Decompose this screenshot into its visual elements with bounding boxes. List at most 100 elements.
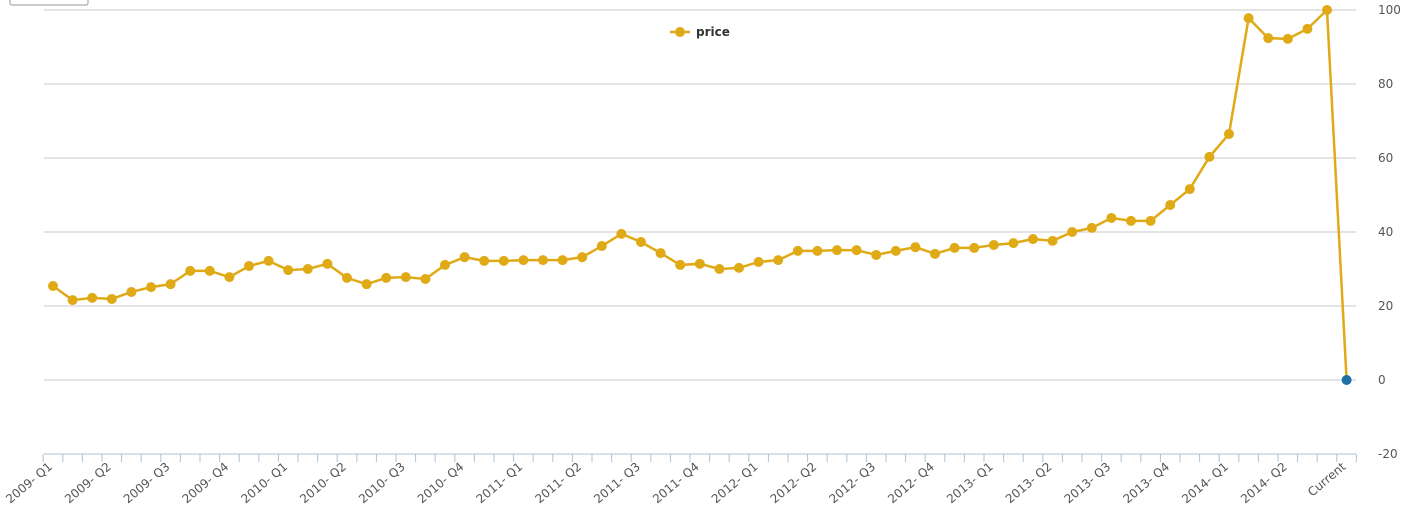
x-tick-label: 2012- Q3	[826, 460, 878, 507]
y-tick-label: 100	[1378, 3, 1401, 17]
point	[126, 286, 137, 297]
point	[106, 293, 117, 304]
point	[636, 236, 646, 247]
x-tick-label: 2011- Q2	[532, 460, 584, 507]
point	[1145, 215, 1156, 226]
point	[930, 248, 940, 259]
point	[851, 245, 862, 256]
point	[498, 255, 509, 266]
x-tick-label: 2009- Q2	[62, 460, 114, 507]
point	[48, 281, 58, 292]
point	[557, 255, 568, 266]
point	[1047, 235, 1058, 246]
point	[753, 256, 764, 267]
point	[1302, 23, 1313, 34]
point	[263, 255, 274, 266]
point	[773, 255, 784, 266]
y-tick-label: -20	[1378, 447, 1398, 461]
point	[1224, 128, 1234, 139]
point	[420, 273, 431, 284]
x-tick-label: 2011- Q1	[474, 460, 526, 507]
point	[596, 241, 607, 252]
point	[1204, 151, 1215, 162]
point	[244, 261, 254, 272]
point	[1008, 238, 1019, 249]
y-tick-label: 80	[1378, 77, 1393, 91]
x-tick-label: 2012- Q1	[709, 460, 761, 507]
x-tick-label: 2011- Q4	[650, 460, 702, 507]
x-tick-label: 2009- Q1	[3, 460, 55, 507]
point	[479, 255, 490, 266]
x-tick-label: 2013- Q2	[1003, 460, 1055, 507]
point	[577, 252, 588, 263]
point	[1106, 212, 1117, 223]
point	[675, 259, 686, 270]
x-tick-label: 2014- Q1	[1179, 460, 1231, 507]
legend-label: price	[696, 25, 730, 39]
x-tick-label: 2011- Q3	[591, 460, 643, 507]
point	[714, 264, 725, 274]
x-tick-label: 2010- Q4	[415, 460, 467, 507]
x-tick-label: 2009- Q4	[180, 460, 232, 507]
point	[1126, 215, 1136, 226]
x-tick-label: 2012- Q2	[768, 460, 820, 507]
point	[146, 282, 156, 293]
point	[224, 272, 235, 283]
x-tick-label: 2010- Q3	[356, 460, 408, 507]
point	[1263, 33, 1274, 44]
point	[518, 255, 529, 266]
point	[67, 295, 78, 306]
point	[87, 292, 98, 303]
point	[910, 242, 921, 253]
point	[1028, 234, 1038, 245]
y-tick-label: 60	[1378, 151, 1393, 165]
point	[1243, 13, 1254, 24]
point	[988, 239, 999, 250]
point	[1067, 227, 1078, 237]
point	[871, 249, 882, 260]
point	[283, 265, 294, 276]
point	[185, 265, 196, 276]
x-tick-label: 2013- Q3	[1062, 460, 1114, 507]
point	[694, 258, 705, 269]
x-tick-label: 2013- Q4	[1120, 460, 1172, 507]
point	[342, 272, 352, 283]
point	[1086, 222, 1097, 233]
point	[1184, 184, 1195, 195]
point	[400, 272, 411, 283]
point	[734, 262, 744, 273]
x-tick-label: 2010- Q1	[238, 460, 290, 507]
point	[361, 279, 372, 290]
x-tick-label: 2012- Q4	[885, 460, 937, 507]
point	[969, 242, 980, 253]
x-tick-label: 2009- Q3	[121, 460, 173, 507]
point	[832, 245, 842, 256]
y-tick-label: 0	[1378, 373, 1386, 387]
point	[538, 255, 548, 266]
x-tick-label: 2013- Q1	[944, 460, 996, 507]
point	[1165, 199, 1176, 210]
point	[440, 259, 450, 270]
y-tick-label: 40	[1378, 225, 1393, 239]
x-tick-label: 2014- Q2	[1238, 460, 1290, 507]
legend-marker	[675, 27, 685, 37]
point	[381, 272, 392, 283]
point	[165, 279, 176, 290]
point	[792, 245, 803, 256]
point	[1282, 33, 1293, 44]
point	[655, 248, 666, 259]
x-tick-label: Current	[1305, 459, 1349, 499]
point	[616, 228, 627, 239]
point	[1322, 5, 1332, 15]
toolbar-button[interactable]	[9, 0, 89, 6]
point	[302, 264, 313, 274]
point	[322, 258, 333, 269]
point	[1341, 375, 1352, 385]
price-line	[52, 7, 1348, 381]
point	[459, 252, 470, 263]
point	[204, 265, 215, 276]
point	[890, 245, 901, 256]
y-tick-label: 20	[1378, 299, 1393, 313]
x-tick-label: 2010- Q2	[297, 460, 349, 507]
